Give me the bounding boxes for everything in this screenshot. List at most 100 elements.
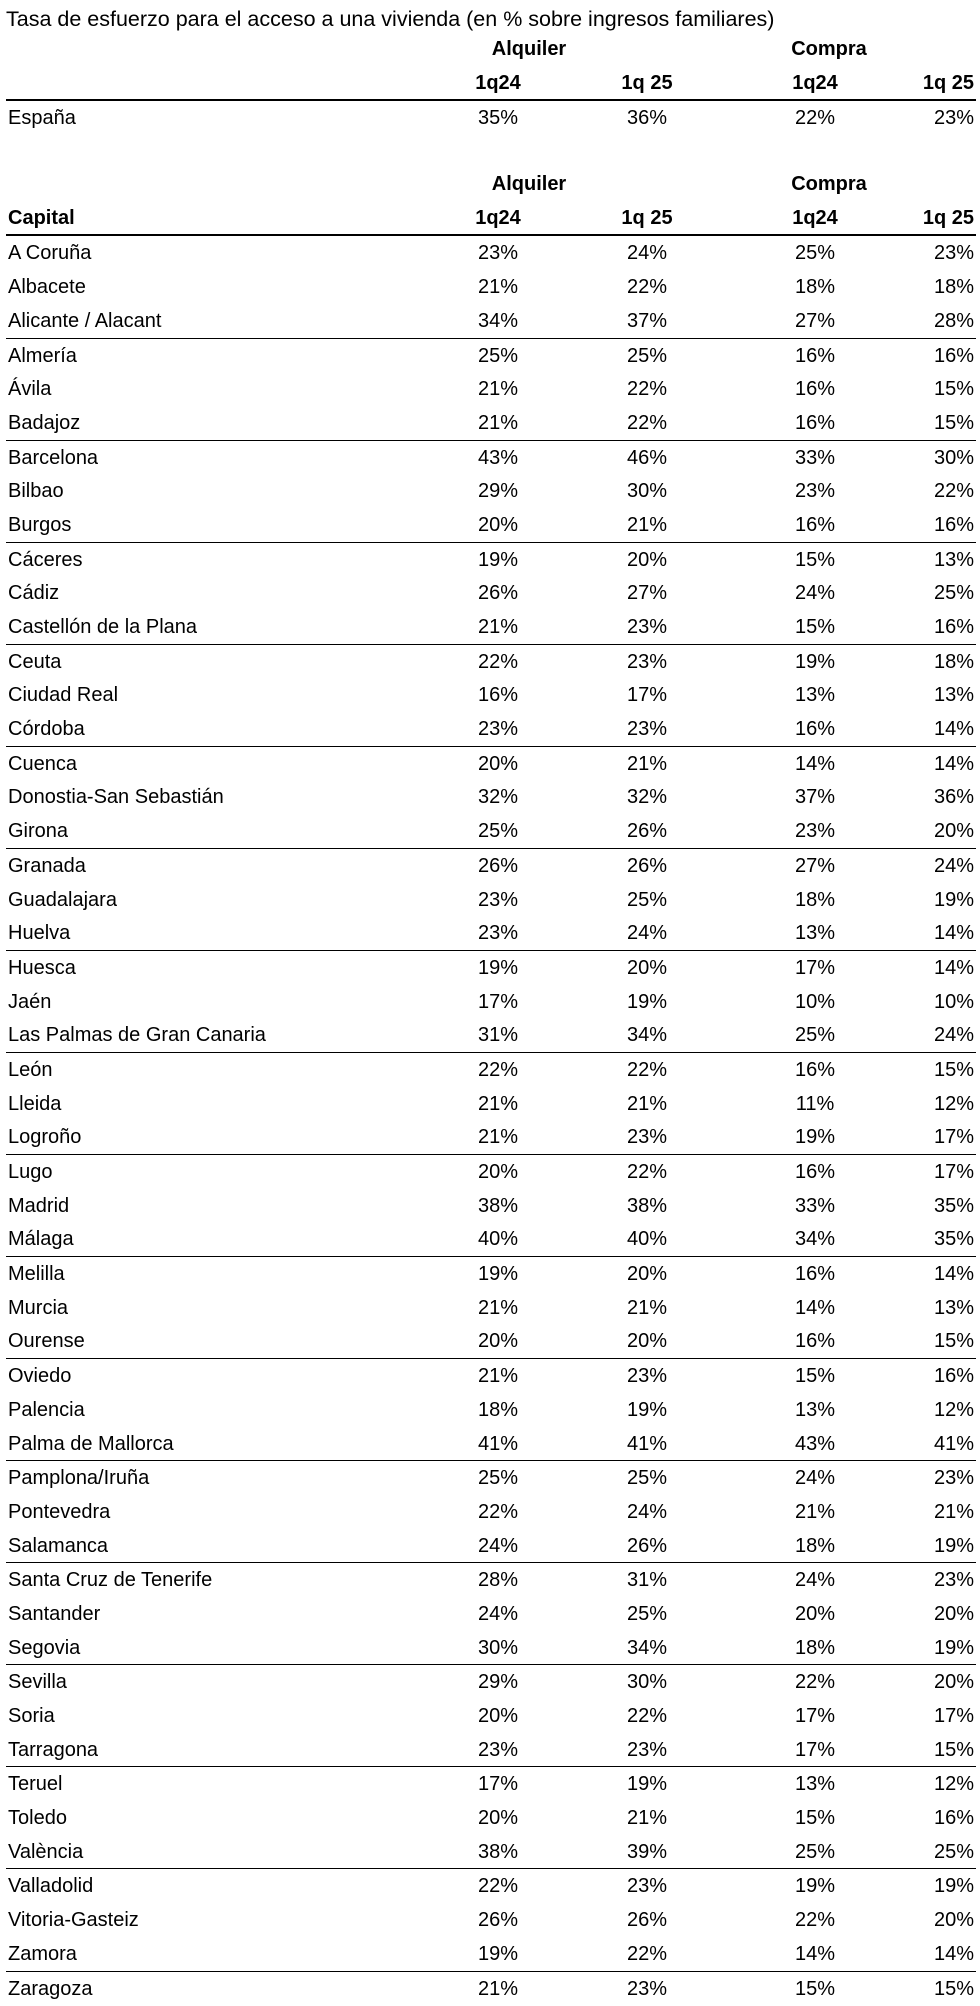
- table-row: Cuenca 20% 21% 14% 14%: [6, 747, 976, 781]
- purchase-1q25-value: 18%: [933, 650, 974, 673]
- purchase-1q24-value: 23%: [794, 820, 836, 843]
- country-name: España: [8, 107, 76, 130]
- purchase-1q25-value: 24%: [933, 1024, 974, 1047]
- table-row: Cádiz 26% 27% 24% 25%: [6, 576, 976, 610]
- purchase-1q25-value: 25%: [933, 582, 974, 605]
- capital-name: Castellón de la Plana: [8, 616, 198, 638]
- capital-name: Huesca: [8, 956, 76, 979]
- national-row: España 35% 36% 22% 23%: [6, 101, 976, 135]
- purchase-1q25-value: 21%: [933, 1500, 974, 1523]
- rent-1q25-value: 46%: [626, 446, 668, 469]
- section-spacer: [6, 135, 976, 167]
- rent-1q24-value: 26%: [477, 582, 519, 605]
- capital-name: Segovia: [8, 1636, 81, 1659]
- purchase-1q25-value: 20%: [933, 820, 974, 843]
- capital-name: Las Palmas de Gran Canaria: [8, 1024, 266, 1047]
- rent-1q24-value: 25%: [477, 1467, 519, 1490]
- purchase-1q24-value: 16%: [794, 718, 836, 741]
- rent-1q24-value: 25%: [477, 820, 519, 843]
- purchase-1q25-value: 14%: [933, 922, 974, 945]
- table-row: Girona 25% 26% 23% 20%: [6, 814, 976, 849]
- rent-1q25-value: 19%: [626, 1398, 668, 1421]
- purchase-1q24-value: 17%: [794, 1738, 836, 1761]
- rent-1q25-value: 23%: [626, 1875, 668, 1898]
- table-row: Tarragona 23% 23% 17% 15%: [6, 1733, 976, 1768]
- rent-1q24-value: 20%: [477, 752, 519, 775]
- purchase-1q25-value: 15%: [933, 378, 974, 401]
- purchase-1q25-value: 20%: [933, 1602, 974, 1625]
- rent-1q25-value: 22%: [626, 1942, 668, 1965]
- table-row: Pontevedra 22% 24% 21% 21%: [6, 1495, 976, 1529]
- purchase-1q24-value: 23%: [794, 480, 836, 503]
- rent-1q24-value: 38%: [477, 1194, 519, 1217]
- table-row: Santa Cruz de Tenerife 28% 31% 24% 23%: [6, 1563, 976, 1597]
- rent-1q25-value: 30%: [626, 1671, 668, 1694]
- table-row: Ceuta 22% 23% 19% 18%: [6, 645, 976, 679]
- purchase-1q25-value: 12%: [933, 1398, 974, 1421]
- rent-1q24-value: 21%: [477, 1296, 519, 1319]
- purchase-1q25-value: 17%: [933, 1161, 974, 1183]
- rent-1q25-value: 25%: [626, 888, 668, 911]
- rent-1q25-value: 23%: [626, 650, 668, 673]
- period-header: 1q24: [475, 206, 521, 229]
- rent-1q25-value: 20%: [626, 548, 668, 571]
- rent-1q25-value: 24%: [626, 242, 668, 265]
- purchase-1q24-value: 22%: [794, 1909, 836, 1932]
- rent-1q24-value: 28%: [477, 1569, 519, 1592]
- rent-1q25-value: 22%: [626, 1705, 668, 1727]
- purchase-1q25-value: 12%: [933, 1092, 974, 1115]
- capital-name: Logroño: [8, 1126, 82, 1149]
- rent-1q24-value: 24%: [477, 1534, 519, 1557]
- purchase-1q24-value: 16%: [794, 344, 836, 367]
- purchase-1q25-value: 15%: [933, 411, 974, 434]
- purchase-1q25-value: 23%: [933, 1569, 974, 1592]
- purchase-1q24-value: 14%: [794, 1942, 836, 1965]
- table-row: Lugo 20% 22% 16% 17%: [6, 1155, 976, 1189]
- rent-1q25-value: 23%: [626, 1126, 668, 1149]
- capital-name: Vitoria-Gasteiz: [8, 1909, 139, 1932]
- table-row: Santander 24% 25% 20% 20%: [6, 1597, 976, 1631]
- rent-1q24-value: 29%: [477, 1671, 519, 1694]
- rent-1q25-value: 23%: [626, 718, 668, 741]
- purchase-1q25-value: 14%: [933, 1263, 974, 1286]
- rent-1q24-value: 21%: [477, 1365, 519, 1388]
- purchase-1q25-value: 16%: [933, 616, 974, 638]
- capital-name: Málaga: [8, 1228, 74, 1251]
- capital-name: Jaén: [8, 990, 52, 1013]
- purchase-1q24-value: 13%: [794, 922, 836, 945]
- table-row: A Coruña 23% 24% 25% 23%: [6, 236, 976, 270]
- purchase-1q25-value: 17%: [933, 1126, 974, 1149]
- period-header: 1q 25: [922, 206, 974, 229]
- purchase-1q24-value: 25%: [794, 1024, 836, 1047]
- purchase-1q25-value: 23%: [933, 1467, 974, 1490]
- table-row: Cáceres 19% 20% 15% 13%: [6, 543, 976, 577]
- capital-name: València: [8, 1840, 84, 1863]
- period-header: 1q24: [792, 206, 838, 229]
- purchase-1q24-value: 11%: [795, 1092, 835, 1115]
- purchase-1q24-value: 15%: [794, 1977, 836, 2000]
- purchase-1q24-value: 15%: [794, 616, 836, 638]
- rent-1q24-value: 19%: [477, 548, 519, 571]
- purchase-1q25-value: 30%: [933, 446, 974, 469]
- capital-name: Alicante / Alacant: [8, 309, 162, 332]
- purchase-1q24-value: 34%: [794, 1228, 836, 1251]
- capital-name: Tarragona: [8, 1738, 99, 1761]
- capitals-column-header-row: Capital 1q24 1q 25 1q24 1q 25: [6, 201, 976, 237]
- rent-1q24-value: 23%: [477, 922, 519, 945]
- capital-name: Cuenca: [8, 752, 77, 775]
- capital-name: Madrid: [8, 1194, 70, 1217]
- table-row: Sevilla 29% 30% 22% 20%: [6, 1665, 976, 1699]
- purchase-1q25-value: 19%: [933, 888, 974, 911]
- table-row: Salamanca 24% 26% 18% 19%: [6, 1529, 976, 1564]
- purchase-1q25-value: 13%: [933, 1296, 974, 1319]
- capital-name: Oviedo: [8, 1365, 72, 1388]
- purchase-1q25-value: 14%: [933, 1942, 974, 1965]
- purchase-1q24-value: 16%: [794, 1161, 836, 1183]
- rent-1q24-value: 22%: [477, 1500, 519, 1523]
- purchase-1q25-value: 19%: [933, 1636, 974, 1659]
- purchase-1q24-value: 14%: [794, 1296, 836, 1319]
- rent-1q25-value: 21%: [626, 513, 668, 536]
- table-row: Valladolid 22% 23% 19% 19%: [6, 1869, 976, 1903]
- rent-1q24-value: 35%: [477, 107, 519, 130]
- rent-1q24-value: 17%: [477, 1773, 519, 1796]
